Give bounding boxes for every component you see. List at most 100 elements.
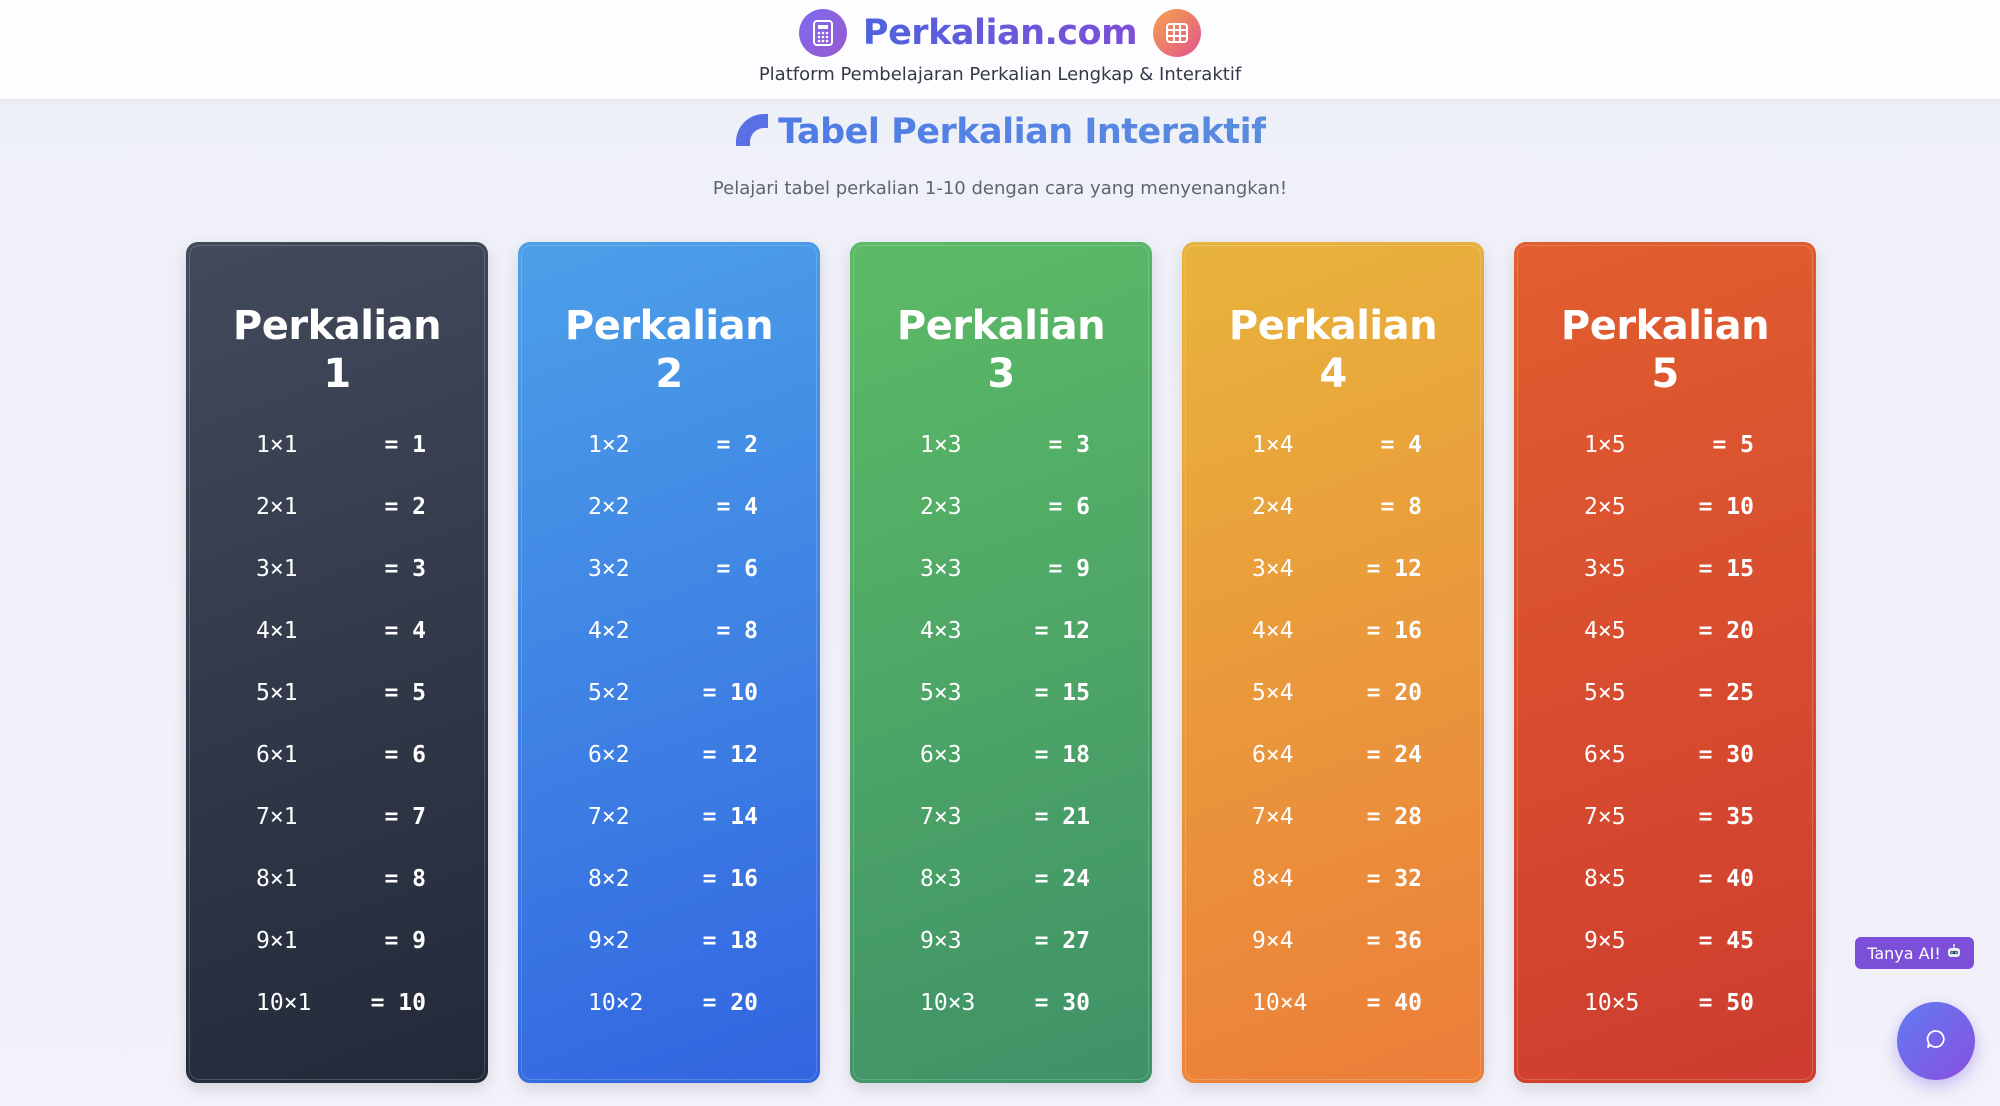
row-expression: 1×5 [1584,432,1626,458]
multiplication-card[interactable]: Perkalian 3 1×3 = 3 2×3 = 6 3×3 = 9 4×3 = 12 5×3 = … [850,242,1152,1083]
row-result: = 2 [384,494,426,520]
row-expression: 2×5 [1584,494,1626,520]
row-expression: 1×1 [256,432,298,458]
ask-ai-label: Tanya AI! [1867,943,1941,963]
row-result: = 25 [1698,680,1754,706]
calculator-icon [798,9,847,57]
row-result: = 5 [1712,432,1754,458]
site-tagline: Platform Pembelajaran Perkalian Lengkap … [758,64,1242,85]
ask-ai-badge[interactable]: Tanya AI! [1855,937,1974,969]
row-result: = 21 [1034,804,1090,830]
card-title-label: Perkalian [1560,303,1770,349]
row-expression: 9×5 [1584,928,1626,954]
section-heading: Tabel Perkalian Interaktif [0,112,2000,152]
table-row: 1×4 = 4 [1182,414,1484,476]
card-title-label: Perkalian [232,303,442,349]
row-result: = 6 [716,556,758,582]
row-result: = 3 [1048,432,1090,458]
row-expression: 4×1 [256,618,298,644]
table-row: 9×5 = 45 [1514,910,1816,972]
card-rows: 1×5 = 5 2×5 = 10 3×5 = 15 4×5 = 20 5×5 = 25 6×5 = 3… [1514,414,1816,1034]
section-subtitle: Pelajari tabel perkalian 1-10 dengan car… [712,178,1288,199]
table-row: 8×5 = 40 [1514,848,1816,910]
table-row: 5×5 = 25 [1514,662,1816,724]
row-expression: 4×3 [920,618,962,644]
row-result: = 4 [1380,432,1422,458]
row-expression: 3×4 [1252,556,1294,582]
row-result: = 28 [1366,804,1422,830]
row-result: = 45 [1698,928,1754,954]
table-row: 10×4 = 40 [1182,972,1484,1034]
table-row: 4×5 = 20 [1514,600,1816,662]
table-row: 8×3 = 24 [850,848,1152,910]
table-row: 8×2 = 16 [518,848,820,910]
row-result: = 10 [370,990,426,1016]
multiplication-card[interactable]: Perkalian 4 1×4 = 4 2×4 = 8 3×4 = 12 4×4 = 16 5×4 =… [1182,242,1484,1083]
row-result: = 3 [384,556,426,582]
brand-title[interactable]: Perkalian.com [862,13,1138,53]
row-expression: 5×1 [256,680,298,706]
table-row: 5×4 = 20 [1182,662,1484,724]
card-title: Perkalian 4 [1182,302,1484,398]
table-row: 4×3 = 12 [850,600,1152,662]
row-result: = 24 [1366,742,1422,768]
table-row: 6×1 = 6 [186,724,488,786]
chat-button[interactable] [1897,1002,1975,1080]
table-row: 3×4 = 12 [1182,538,1484,600]
multiplication-card[interactable]: Perkalian 5 1×5 = 5 2×5 = 10 3×5 = 15 4×5 = 20 5×5… [1514,242,1816,1083]
table-row: 10×2 = 20 [518,972,820,1034]
row-expression: 1×3 [920,432,962,458]
table-row: 5×3 = 15 [850,662,1152,724]
card-rows: 1×3 = 3 2×3 = 6 3×3 = 9 4×3 = 12 5×3 = 15 6×3 = 18 7… [850,414,1152,1034]
multiplication-card[interactable]: Perkalian 2 1×2 = 2 2×2 = 4 3×2 = 6 4×2 = 8 5×2 = 1… [518,242,820,1083]
row-result: = 9 [1048,556,1090,582]
row-result: = 27 [1034,928,1090,954]
row-result: = 2 [716,432,758,458]
row-expression: 3×3 [920,556,962,582]
card-title: Perkalian 2 [518,302,820,398]
row-result: = 6 [384,742,426,768]
site-header: Perkalian.com Platform Pembelajaran Perk… [0,0,2000,100]
row-expression: 6×3 [920,742,962,768]
table-row: 10×5 = 50 [1514,972,1816,1034]
row-expression: 2×1 [256,494,298,520]
row-result: = 18 [1034,742,1090,768]
table-row: 10×3 = 30 [850,972,1152,1034]
row-expression: 7×4 [1252,804,1294,830]
row-expression: 1×2 [588,432,630,458]
table-row: 10×1 = 10 [186,972,488,1034]
row-result: = 8 [384,866,426,892]
row-result: = 7 [384,804,426,830]
row-result: = 12 [702,742,758,768]
table-row: 6×4 = 24 [1182,724,1484,786]
table-row: 2×3 = 6 [850,476,1152,538]
row-result: = 12 [1366,556,1422,582]
row-result: = 12 [1034,618,1090,644]
row-result: = 4 [716,494,758,520]
table-row: 7×2 = 14 [518,786,820,848]
row-expression: 10×4 [1252,990,1308,1016]
row-result: = 18 [702,928,758,954]
row-result: = 6 [1048,494,1090,520]
brand-row: Perkalian.com [0,9,2000,57]
row-result: = 8 [1380,494,1422,520]
table-row: 7×1 = 7 [186,786,488,848]
table-row: 7×5 = 35 [1514,786,1816,848]
multiplication-card[interactable]: Perkalian 1 1×1 = 1 2×1 = 2 3×1 = 3 4×1 = 4 5×1 = 5… [186,242,488,1083]
card-title-label: Perkalian [564,303,774,349]
table-row: 3×5 = 15 [1514,538,1816,600]
table-row: 9×4 = 36 [1182,910,1484,972]
row-expression: 8×4 [1252,866,1294,892]
multiplication-cards: Perkalian 1 1×1 = 1 2×1 = 2 3×1 = 3 4×1 = 4 5×1 = 5… [186,242,1816,1083]
robot-icon [1946,943,1962,963]
row-expression: 2×3 [920,494,962,520]
row-expression: 6×5 [1584,742,1626,768]
row-result: = 35 [1698,804,1754,830]
row-result: = 50 [1698,990,1754,1016]
row-expression: 7×2 [588,804,630,830]
card-title-number: 3 [987,351,1015,397]
row-expression: 2×4 [1252,494,1294,520]
row-expression: 10×1 [256,990,312,1016]
row-result: = 20 [1366,680,1422,706]
table-row: 1×1 = 1 [186,414,488,476]
